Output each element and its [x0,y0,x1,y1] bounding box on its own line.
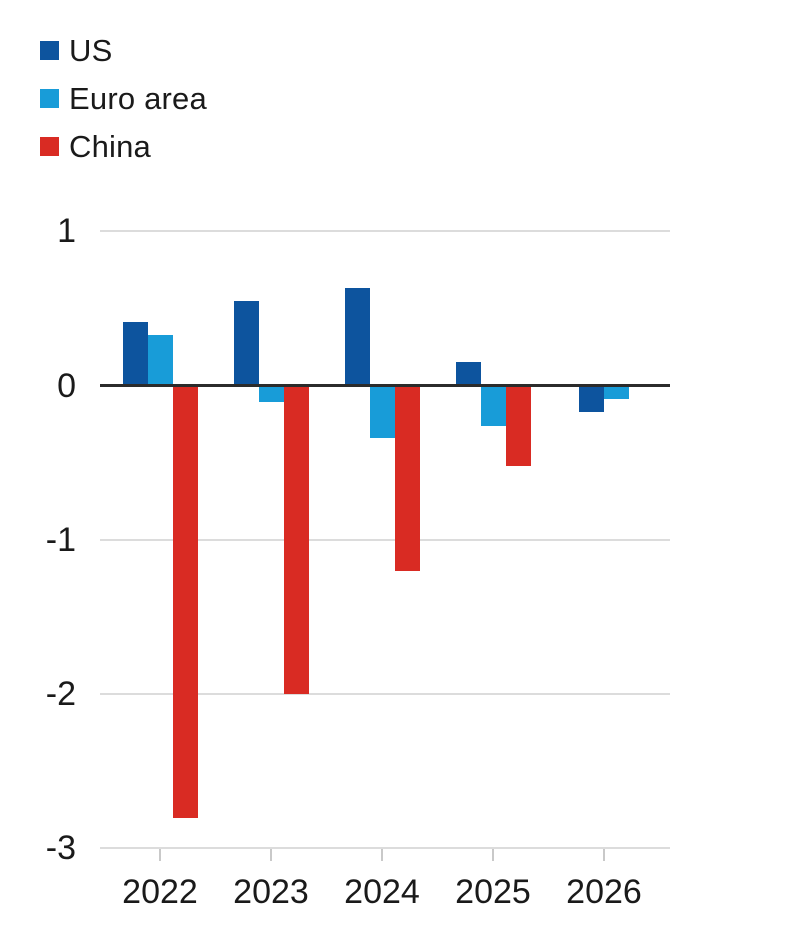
x-axis-tick-2025 [492,848,494,861]
legend-label-china: China [69,128,151,164]
bar-china-2022 [173,385,198,818]
x-axis-label-2025: 2025 [455,873,531,911]
gridline-y--3 [100,847,670,850]
y-axis-label--3: -3 [45,829,76,868]
bar-china-2023 [284,385,309,695]
bar-us-2025 [456,362,481,386]
legend-item-us: US [40,26,207,74]
legend: US Euro area China [40,26,207,170]
bar-euro-area-2025 [481,385,506,426]
gridline-y-1 [100,230,670,233]
x-axis-tick-2024 [381,848,383,861]
bar-us-2026 [579,385,604,412]
legend-swatch-euro-area [40,88,59,108]
y-axis-label--2: -2 [45,675,76,714]
y-axis-label--1: -1 [45,520,76,559]
x-axis-label-2022: 2022 [122,873,198,911]
bar-china-2025 [506,385,531,466]
x-axis-tick-2023 [270,848,272,861]
bar-euro-area-2022 [148,334,173,386]
bar-euro-area-2026 [604,385,629,400]
x-axis-tick-2022 [159,848,161,861]
legend-swatch-china [40,136,59,156]
gridline-y--1 [100,538,670,541]
legend-item-euro-area: Euro area [40,74,207,122]
x-axis-label-2024: 2024 [344,873,420,911]
bar-us-2024 [345,288,370,386]
bar-us-2023 [234,300,259,386]
bar-china-2024 [395,385,420,571]
bar-us-2022 [123,322,148,386]
legend-label-us: US [69,32,113,68]
gridline-y--2 [100,693,670,696]
x-axis-tick-2026 [603,848,605,861]
y-axis-label-0: 0 [57,366,76,405]
legend-item-china: China [40,122,207,170]
x-axis-label-2026: 2026 [566,873,642,911]
legend-swatch-us [40,40,59,60]
y-axis-label-1: 1 [57,212,76,251]
x-axis-label-2023: 2023 [233,873,309,911]
bar-euro-area-2023 [259,385,284,403]
bar-euro-area-2024 [370,385,395,438]
zero-axis-line [100,384,670,387]
legend-label-euro-area: Euro area [69,80,207,116]
